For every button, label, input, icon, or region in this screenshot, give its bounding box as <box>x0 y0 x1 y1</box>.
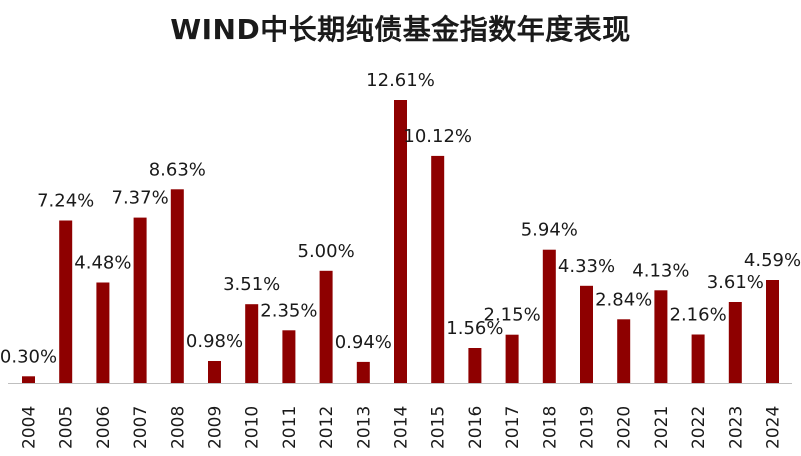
x-tick-label-2018: 2018 <box>540 406 560 449</box>
bar-2016 <box>468 348 482 383</box>
data-label-2021: 4.13% <box>632 260 689 281</box>
bar-2012 <box>319 270 333 383</box>
x-tick-label-2004: 2004 <box>20 406 40 449</box>
data-label-2018: 5.94% <box>521 220 578 241</box>
x-tick-label-2013: 2013 <box>354 406 374 449</box>
bar-2014 <box>394 100 407 383</box>
x-tick-label-2021: 2021 <box>652 406 672 449</box>
x-tick-label-2020: 2020 <box>615 406 635 449</box>
x-tick-label-2017: 2017 <box>503 406 523 449</box>
data-label-2022: 2.16% <box>670 305 727 326</box>
data-label-2009: 0.98% <box>186 331 243 352</box>
x-tick-label-2014: 2014 <box>392 406 412 449</box>
bar-2017 <box>505 334 519 383</box>
x-tick-label-2024: 2024 <box>764 406 784 449</box>
data-label-2020: 2.84% <box>595 289 652 310</box>
data-label-2006: 4.48% <box>74 253 131 274</box>
data-label-2024: 4.59% <box>744 250 801 271</box>
data-label-2008: 8.63% <box>149 159 206 180</box>
x-tick-label-2012: 2012 <box>317 406 337 449</box>
data-label-2015: 10.12% <box>403 126 472 147</box>
bar-2011 <box>282 330 296 383</box>
data-label-2010: 3.51% <box>223 274 280 295</box>
bar-2022 <box>691 334 705 383</box>
x-tick-label-2009: 2009 <box>206 406 226 449</box>
data-label-2023: 3.61% <box>707 272 764 293</box>
x-tick-label-2008: 2008 <box>168 406 188 449</box>
bar-2020 <box>617 319 631 383</box>
chart-title: WIND中长期纯债基金指数年度表现 <box>170 13 631 46</box>
x-tick-label-2015: 2015 <box>429 406 449 449</box>
bar-2019 <box>580 285 593 383</box>
x-tick-label-2006: 2006 <box>94 406 114 449</box>
data-label-2011: 2.35% <box>260 300 317 321</box>
bar-2024 <box>766 280 779 383</box>
bar-2006 <box>96 282 110 383</box>
data-label-2005: 7.24% <box>37 191 94 212</box>
bars-group <box>22 100 779 383</box>
data-label-2017: 2.15% <box>484 305 541 326</box>
bar-2008 <box>170 189 184 383</box>
data-label-2012: 5.00% <box>298 241 355 262</box>
data-label-2014: 12.61% <box>366 70 435 91</box>
x-tick-label-2023: 2023 <box>726 406 746 449</box>
bar-2015 <box>431 155 445 383</box>
bar-2013 <box>356 361 370 383</box>
data-label-2016: 1.56% <box>446 318 503 339</box>
data-label-2019: 4.33% <box>558 256 615 277</box>
x-tick-label-2022: 2022 <box>689 406 709 449</box>
data-label-2007: 7.37% <box>112 188 169 209</box>
x-tick-label-2019: 2019 <box>578 406 598 449</box>
bar-2023 <box>728 302 742 383</box>
x-tick-labels-group: 2004 2005 2006 2007 2008 2009 2010 2011 2012 2013… <box>20 406 784 449</box>
bar-2021 <box>654 290 668 383</box>
bar-2005 <box>59 220 73 383</box>
bar-2004 <box>22 376 35 383</box>
data-label-2013: 0.94% <box>335 332 392 353</box>
bar-2009 <box>208 361 221 383</box>
data-label-2004: 0.30% <box>0 346 57 367</box>
x-tick-label-2005: 2005 <box>57 406 77 449</box>
x-tick-label-2016: 2016 <box>466 406 486 449</box>
bar-2018 <box>542 249 556 383</box>
bar-2007 <box>133 217 147 383</box>
x-tick-label-2011: 2011 <box>280 406 300 449</box>
data-labels-group: 0.30% 7.24% 4.48% 7.37% 8.63% 0.98% 3.51% 2.35%… <box>0 70 801 367</box>
x-tick-label-2010: 2010 <box>243 406 263 449</box>
bar-2010 <box>245 304 259 383</box>
x-tick-label-2007: 2007 <box>131 406 151 449</box>
